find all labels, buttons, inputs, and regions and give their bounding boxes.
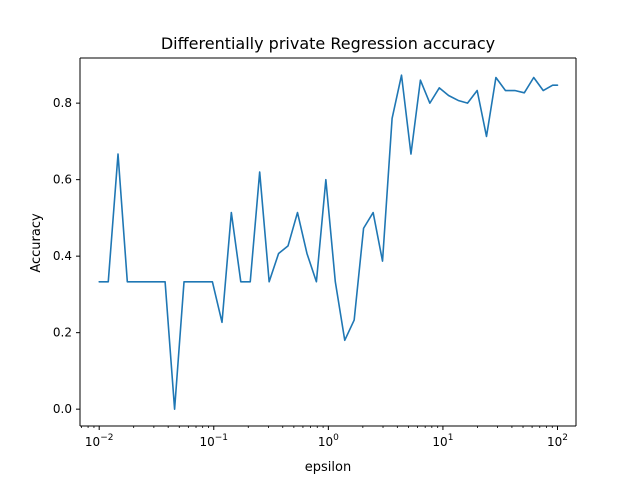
x-tick-label-base: 10 — [199, 435, 214, 449]
series-line-0 — [98, 74, 559, 410]
x-tick-label-exponent: 1 — [448, 433, 454, 443]
x-tick-label-exponent: −1 — [215, 433, 228, 443]
plot-area — [98, 74, 559, 410]
x-tick-label: 10−1 — [199, 433, 228, 449]
x-tick-label: 102 — [547, 433, 568, 449]
x-tick-label: 101 — [432, 433, 453, 449]
x-tick-label-base: 10 — [85, 435, 100, 449]
y-axis-label: Accuracy — [29, 213, 44, 273]
x-axis-ticks: 10−2 10−1 100 101 102 — [81, 426, 568, 449]
chart-title: Differentially private Regression accura… — [161, 34, 495, 53]
y-tick-label: 0.2 — [53, 326, 72, 340]
x-tick-label: 10−2 — [85, 433, 114, 449]
x-axis-label: epsilon — [305, 460, 351, 475]
x-tick-label-exponent: 0 — [333, 433, 339, 443]
y-tick-label: 0.0 — [53, 402, 72, 416]
x-tick-label-base: 10 — [547, 435, 562, 449]
x-tick-label-exponent: −2 — [100, 433, 113, 443]
x-tick-label-base: 10 — [432, 435, 447, 449]
axes-frame — [79, 57, 577, 427]
x-tick-label: 100 — [318, 433, 339, 449]
y-axis-ticks: 0.0 0.2 0.4 0.6 0.8 — [53, 96, 80, 416]
x-tick-label-base: 10 — [318, 435, 333, 449]
y-tick-label: 0.6 — [53, 173, 72, 187]
y-tick-label: 0.8 — [53, 96, 72, 110]
x-tick-label-exponent: 2 — [562, 433, 568, 443]
y-tick-label: 0.4 — [53, 249, 72, 263]
